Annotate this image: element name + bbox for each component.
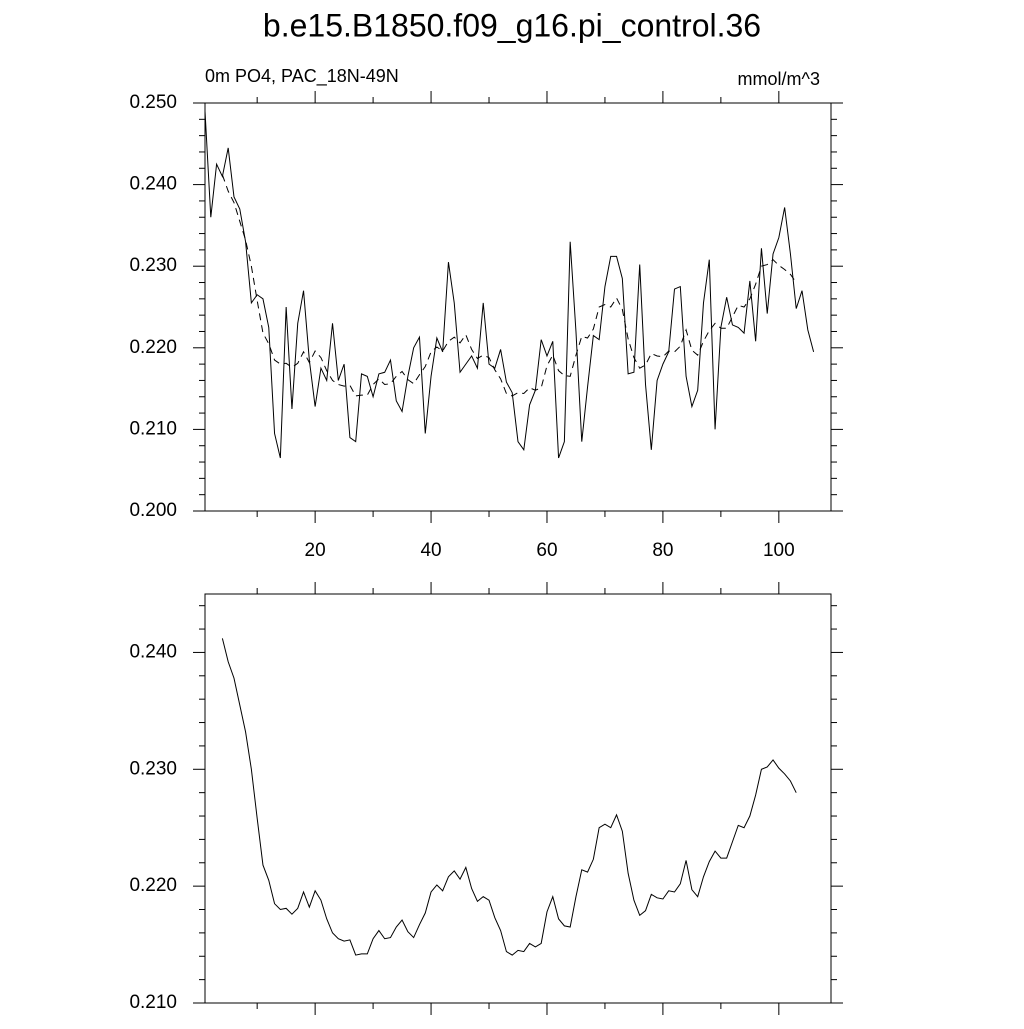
subtitle-right: mmol/m^3 [738, 69, 820, 89]
y-tick-label: 0.220 [129, 337, 177, 358]
plot-frame [204, 102, 832, 512]
y-tick-label: 0.240 [129, 174, 177, 195]
y-tick-label: 0.250 [129, 92, 177, 113]
x-tick-label: 40 [420, 540, 441, 561]
y-tick-label: 0.220 [129, 875, 177, 896]
y-tick-label: 0.200 [129, 500, 177, 521]
x-tick-label: 100 [763, 540, 795, 561]
y-tick-label: 0.240 [129, 641, 177, 662]
x-tick-label: 20 [305, 540, 326, 561]
y-tick-label: 0.230 [129, 255, 177, 276]
chart-title: b.e15.B1850.f09_g16.pi_control.36 [263, 7, 761, 43]
y-tick-label: 0.230 [129, 758, 177, 779]
data-line [204, 111, 815, 459]
y-tick-label: 0.210 [129, 418, 177, 439]
data-line [221, 638, 797, 956]
data-line [221, 174, 797, 397]
x-tick-label: 60 [536, 540, 557, 561]
plot-frame [204, 593, 832, 1004]
y-tick-label: 0.210 [129, 992, 177, 1013]
x-tick-label: 80 [652, 540, 673, 561]
subtitle-left: 0m PO4, PAC_18N-49N [205, 66, 399, 87]
